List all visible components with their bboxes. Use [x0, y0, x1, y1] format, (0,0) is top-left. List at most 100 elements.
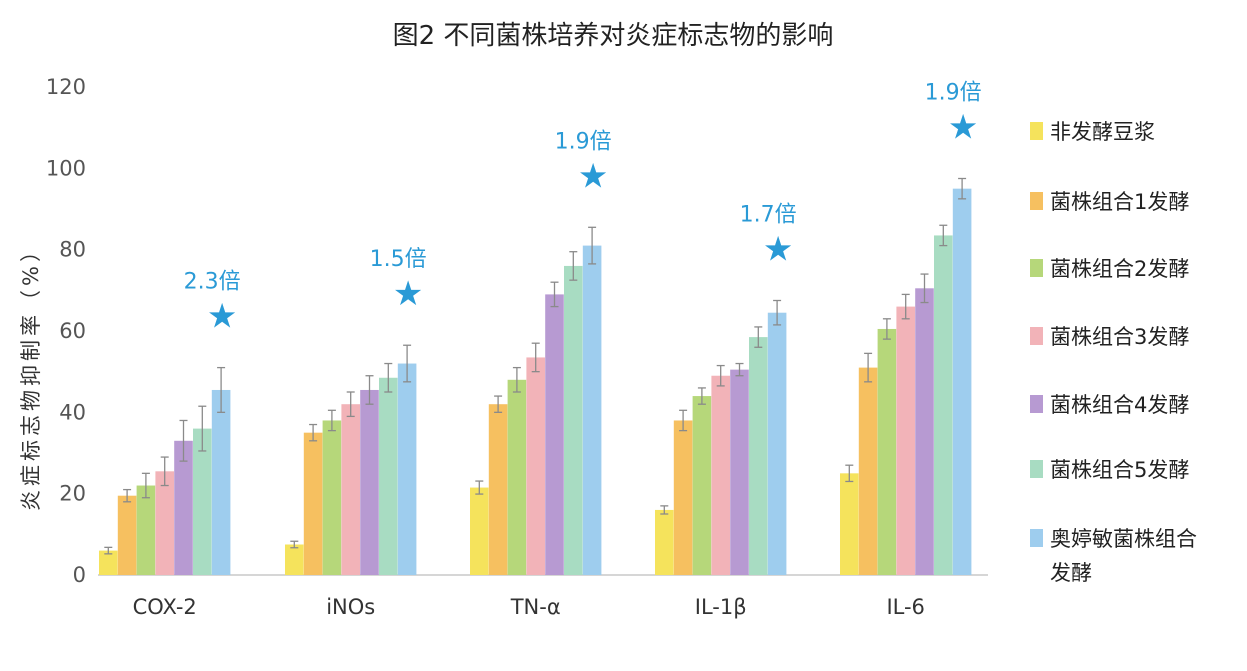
x-tick-label: TN-α	[510, 595, 561, 619]
error-bar	[531, 342, 540, 373]
bar	[934, 235, 953, 575]
bar	[952, 188, 972, 575]
bar	[655, 509, 674, 575]
error-bar	[475, 480, 484, 495]
bar	[470, 487, 489, 575]
bar	[582, 245, 602, 575]
x-tick-label: COX-2	[133, 595, 197, 619]
bar	[397, 363, 417, 575]
bar	[360, 389, 379, 575]
bar	[155, 471, 174, 575]
y-tick-label: 80	[59, 238, 86, 262]
legend-swatch	[1030, 192, 1043, 210]
error-bar	[512, 366, 521, 393]
error-bar	[384, 362, 393, 393]
error-bar	[569, 251, 578, 281]
bar	[488, 404, 508, 575]
y-tick-label: 120	[46, 75, 86, 99]
error-bar	[679, 409, 688, 432]
legend-swatch	[1030, 395, 1043, 413]
y-tick-label: 40	[59, 400, 86, 424]
legend-label: 菌株组合5发酵	[1050, 458, 1189, 482]
bar	[564, 265, 583, 575]
bar	[915, 288, 934, 575]
bar	[322, 420, 342, 575]
bar	[507, 379, 527, 575]
x-tick-label: iNOs	[326, 595, 375, 619]
y-axis-ticks: 0 20 40 60 80 100 120	[46, 75, 86, 587]
error-bar	[660, 505, 669, 515]
error-bar	[588, 226, 597, 265]
legend-label: 菌株组合1发酵	[1050, 190, 1189, 214]
bar	[526, 357, 545, 575]
error-bar	[327, 409, 336, 432]
legend-item: 非发酵豆浆	[1030, 120, 1155, 144]
error-bar	[939, 224, 948, 247]
error-bar	[217, 366, 226, 413]
x-tick-label: IL-1β	[695, 595, 747, 619]
star-icon: ★	[948, 108, 978, 148]
bar	[858, 367, 878, 575]
legend-swatch	[1030, 460, 1043, 478]
legend: 非发酵豆浆菌株组合1发酵菌株组合2发酵菌株组合3发酵菌株组合4发酵菌株组合5发酵…	[1030, 120, 1197, 585]
error-bar	[179, 419, 188, 462]
error-bar	[494, 395, 503, 413]
error-bar	[346, 391, 355, 418]
error-bar	[198, 405, 207, 452]
bar	[379, 377, 398, 575]
y-tick-label: 0	[73, 563, 86, 587]
legend-item: 奥婷敏菌株组合发酵	[1030, 527, 1197, 585]
legend-item: 菌株组合3发酵	[1030, 325, 1189, 349]
bars	[99, 188, 972, 575]
bar	[99, 550, 118, 575]
legend-item: 菌株组合2发酵	[1030, 257, 1189, 281]
legend-item: 菌株组合4发酵	[1030, 393, 1189, 417]
annotations: ★2.3倍 ★1.5倍★1.9倍★1.7倍★1.9倍	[184, 81, 982, 337]
star-icon: ★	[207, 297, 237, 337]
error-bar	[716, 364, 725, 387]
bar	[840, 473, 859, 575]
error-bar	[697, 387, 706, 405]
chart-title: 图2 不同菌株培养对炎症标志物的影响	[393, 21, 834, 51]
error-bar	[735, 362, 744, 377]
error-bar	[141, 472, 150, 499]
bar	[174, 440, 193, 575]
legend-label: 奥婷敏菌株组合发酵	[1050, 527, 1197, 585]
bar	[193, 428, 212, 575]
y-axis-label: 炎症标志物抑制率（%）	[19, 237, 43, 511]
y-tick-label: 20	[59, 482, 86, 506]
fold-change-label: 1.9倍	[555, 129, 612, 154]
legend-label: 菌株组合4发酵	[1050, 393, 1189, 417]
bar	[285, 544, 304, 575]
bar	[136, 485, 156, 575]
error-bar	[845, 464, 854, 483]
star-icon: ★	[393, 274, 423, 314]
error-bar	[901, 293, 910, 320]
x-tick-label: IL-6	[886, 595, 924, 619]
error-bar	[160, 456, 169, 487]
bar	[896, 306, 915, 575]
error-bar	[550, 281, 559, 308]
legend-item: 菌株组合1发酵	[1030, 190, 1189, 214]
fold-change-label: 1.7倍	[740, 203, 797, 228]
error-bar	[104, 546, 113, 555]
error-bar	[920, 273, 929, 304]
error-bar	[864, 352, 873, 383]
star-icon: ★	[578, 156, 608, 196]
bar	[749, 337, 768, 575]
legend-swatch	[1030, 259, 1043, 277]
bar	[711, 375, 730, 575]
legend-item: 菌株组合5发酵	[1030, 458, 1189, 482]
bar	[303, 432, 323, 575]
y-tick-label: 100	[46, 156, 86, 180]
star-icon: ★	[763, 230, 793, 270]
legend-swatch	[1030, 327, 1043, 345]
category-labels: COX-2 iNOs TN-α IL-1β IL-6	[133, 595, 925, 619]
y-tick-label: 60	[59, 319, 86, 343]
legend-label: 菌株组合3发酵	[1050, 325, 1189, 349]
error-bar	[754, 326, 763, 348]
legend-swatch	[1030, 529, 1043, 547]
bar	[692, 396, 712, 575]
bar	[545, 294, 564, 575]
